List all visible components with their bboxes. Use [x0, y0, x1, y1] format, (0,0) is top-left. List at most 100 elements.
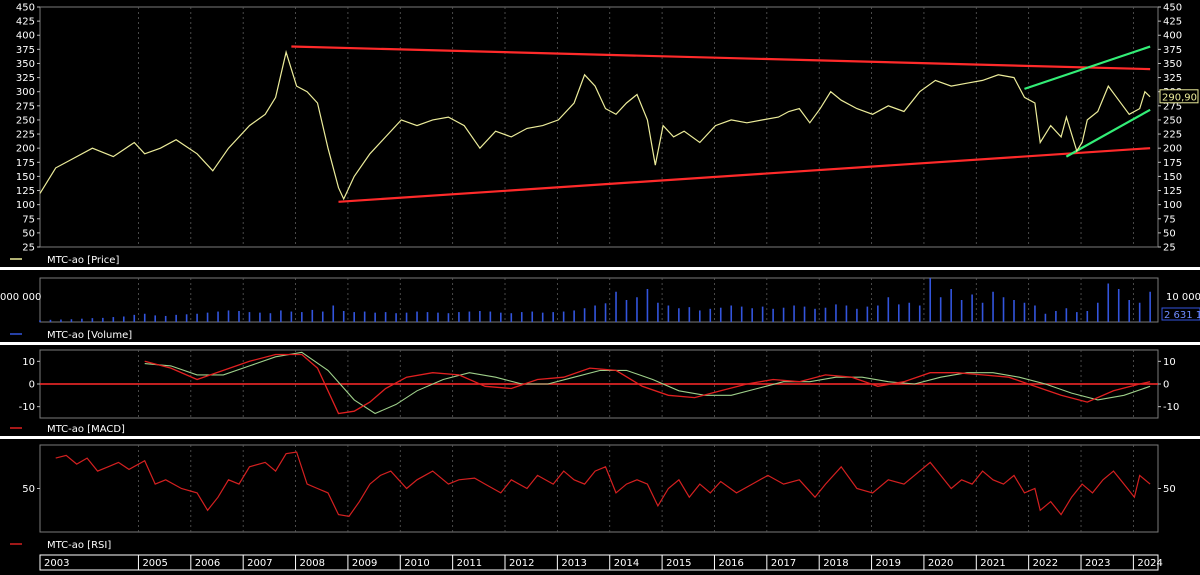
- volume-bar: [1096, 302, 1099, 322]
- y-tick-label: 175: [16, 158, 35, 169]
- year-label: 2017: [771, 558, 796, 569]
- year-label: 2020: [928, 558, 953, 569]
- price-gridlines: [138, 7, 1134, 247]
- price-trendlines: [291, 45, 1151, 203]
- volume-bar: [887, 297, 890, 322]
- volume-bar: [60, 319, 62, 322]
- volume-bars: [39, 278, 1151, 322]
- volume-bar: [992, 291, 994, 322]
- volume-bar: [238, 311, 240, 322]
- volume-bar: [678, 308, 680, 322]
- volume-bar: [1128, 300, 1130, 322]
- macd-legend: MTC-ao [MACD]: [10, 424, 125, 435]
- volume-bar: [981, 302, 984, 322]
- volume-bar: [1044, 313, 1047, 322]
- y-tick-label: -10: [1163, 402, 1179, 413]
- volume-bar: [939, 297, 942, 322]
- y-tick-label: 125: [1163, 186, 1182, 197]
- y-tick-label: 200: [1163, 144, 1182, 155]
- y-tick-label: 0: [1163, 380, 1169, 391]
- year-label: 2019: [876, 558, 901, 569]
- rsi-y-ticks-left: 50: [22, 484, 40, 495]
- rsi-panel: 50 50 MTC-ao [RSI]: [10, 444, 1176, 551]
- year-label: 2013: [561, 558, 586, 569]
- volume-bar: [657, 302, 659, 322]
- year-label: 2006: [195, 558, 220, 569]
- panel-separator: [0, 267, 1200, 270]
- volume-bar: [929, 278, 932, 322]
- rsi-legend: MTC-ao [RSI]: [10, 540, 111, 551]
- volume-bar: [510, 313, 513, 322]
- volume-bar: [81, 318, 83, 322]
- volume-bar: [164, 315, 167, 322]
- year-label: 2011: [457, 558, 482, 569]
- red-trendline: [291, 45, 1151, 71]
- price-y-ticks-left: 25 50 75 100 125 150 175 200 225 250 275 300 325 350 3…: [16, 3, 40, 254]
- volume-bar: [1034, 305, 1036, 322]
- volume-bar: [814, 308, 816, 322]
- volume-bar: [835, 304, 837, 322]
- macd-legend-label: MTC-ao [MACD]: [47, 424, 125, 435]
- y-tick-label: 0: [29, 380, 35, 391]
- y-tick-label: 100: [16, 200, 35, 211]
- volume-panel: 000 000 10 000 2 631 1 MTC-ao [Volume]: [0, 277, 1200, 341]
- y-tick-label: 150: [16, 172, 35, 183]
- volume-bar: [122, 316, 125, 322]
- y-tick-label: 400: [16, 31, 35, 42]
- volume-bar: [541, 312, 544, 322]
- volume-bar: [321, 311, 324, 322]
- volume-bar: [573, 310, 575, 322]
- volume-bar: [615, 291, 617, 322]
- volume-bar: [520, 312, 523, 322]
- panel-separator: [0, 436, 1200, 439]
- year-label: 2018: [823, 558, 848, 569]
- y-tick-label: 250: [16, 115, 35, 126]
- year-label: 2005: [142, 558, 167, 569]
- volume-bar: [719, 307, 722, 322]
- y-tick-label: 50: [1163, 228, 1176, 239]
- y-tick-label: 450: [1163, 3, 1182, 14]
- volume-bar: [102, 317, 104, 322]
- y-tick-label: 50: [1163, 484, 1176, 495]
- volume-bar: [185, 314, 188, 322]
- volume-bar: [908, 302, 911, 322]
- volume-bar: [856, 308, 858, 322]
- volume-bar: [646, 289, 649, 322]
- volume-bar: [363, 311, 366, 322]
- volume-bar: [594, 305, 596, 322]
- volume-bar: [866, 306, 869, 322]
- volume-bar: [971, 294, 973, 322]
- price-last-value: 290,90: [1162, 92, 1197, 103]
- volume-bar: [793, 305, 795, 322]
- volume-bar: [437, 312, 439, 322]
- volume-bar: [1149, 291, 1151, 322]
- volume-bar: [447, 313, 450, 322]
- volume-bar: [342, 311, 345, 322]
- volume-bar: [206, 312, 209, 322]
- year-label: 2021: [980, 558, 1005, 569]
- volume-bar: [604, 303, 607, 322]
- volume-bar: [269, 313, 272, 322]
- volume-bar: [636, 297, 638, 322]
- volume-bar: [1138, 302, 1141, 322]
- volume-bar: [290, 311, 293, 322]
- macd-signal-line: [144, 351, 1151, 415]
- y-tick-label: 75: [1163, 214, 1176, 225]
- rsi-series-line: [55, 451, 1151, 517]
- volume-bar: [688, 307, 691, 322]
- volume-bar: [1065, 308, 1068, 322]
- volume-bar: [667, 305, 670, 322]
- volume-bar: [280, 310, 282, 322]
- y-tick-label: 10: [22, 357, 35, 368]
- volume-bar: [730, 305, 733, 322]
- year-label: 2015: [666, 558, 691, 569]
- year-label: 2007: [247, 558, 272, 569]
- y-tick-label: 125: [16, 186, 35, 197]
- year-label: 2003: [44, 558, 69, 569]
- volume-last-value-badge: 2 631 1: [1161, 307, 1200, 321]
- green-trendline: [1024, 45, 1151, 90]
- volume-bar: [699, 310, 701, 322]
- volume-bar: [227, 310, 230, 322]
- y-tick-label: 25: [22, 243, 35, 254]
- volume-bar: [395, 313, 397, 322]
